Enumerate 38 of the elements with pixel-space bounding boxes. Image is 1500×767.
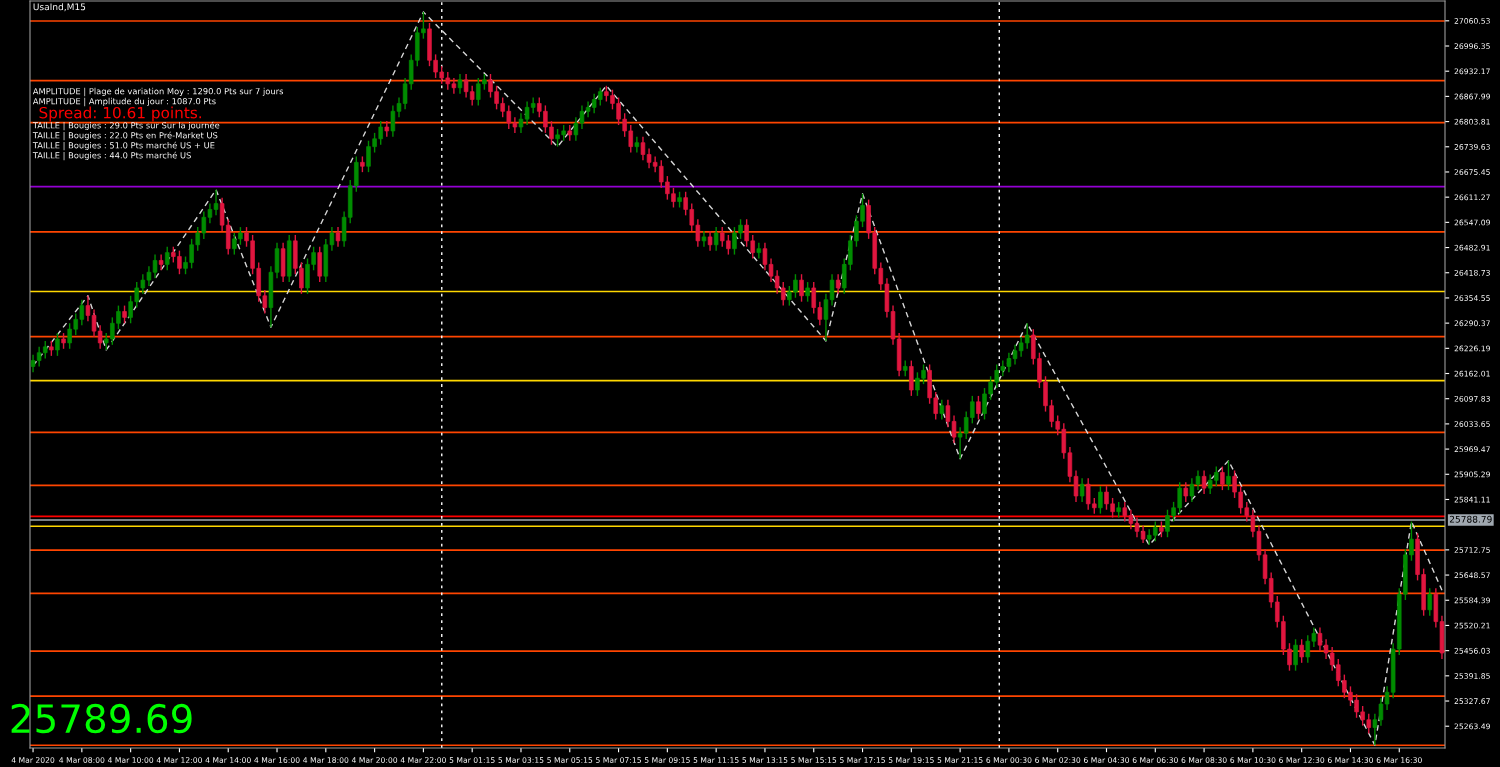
candlestick [1293,638,1298,672]
annotation: TAILLE | Bougies : 29.0 Pts sur Sur la journée [32,121,220,131]
candlestick [713,226,719,252]
annotation: AMPLITUDE | Plage de variation Moy : 1290.0 Pts sur 7 jours [32,87,284,97]
candlestick [1098,485,1103,515]
candlestick [634,136,640,154]
candlestick [85,295,91,323]
candlestick [976,395,981,421]
ref-line-label: 25788.79 [1449,515,1492,523]
candlestick [1079,477,1085,503]
candlestick [707,230,713,252]
candlestick [55,332,60,357]
candlestick [1427,587,1432,617]
candlestick [701,230,707,248]
candlestick [1183,481,1189,503]
chart-title: UsaInd,M15 [33,3,86,12]
candlestick [1201,469,1207,495]
candlestick [939,399,945,421]
candlestick [1299,638,1304,664]
candlestick [799,273,804,303]
annotation: AMPLITUDE | Amplitude du jour : 1087.0 Pts [32,97,216,107]
candlestick [335,226,341,248]
candlestick [762,242,768,271]
candlestick [457,73,463,95]
candlestick [158,253,164,271]
candlestick [909,359,914,397]
annotation: TAILLE | Bougies : 51.0 Pts marché US + UE [32,141,215,151]
candlestick [1220,465,1225,491]
candlestick [317,246,322,283]
annotation: TAILLE | Bougies : 22.0 Pts en Pré-Market US [32,131,218,141]
candlestick [1226,459,1231,491]
candlestick [805,281,810,303]
annotation: 25789.69 [11,703,192,734]
candlestick [835,273,841,295]
annotation: Spread: 10.61 points. [39,106,202,122]
candlestick [756,242,762,260]
candlestick [164,246,170,271]
annotation: TAILLE | Bougies : 44.0 Pts marché US [32,151,191,161]
